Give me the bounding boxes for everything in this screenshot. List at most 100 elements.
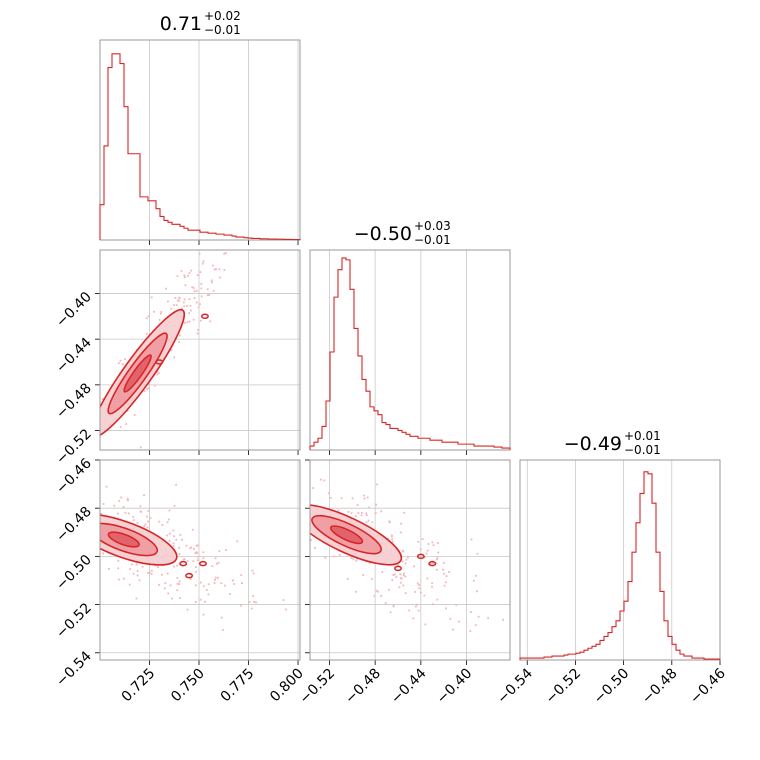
scatter-point bbox=[399, 581, 402, 584]
scatter-point bbox=[186, 559, 189, 562]
panel-frame bbox=[99, 249, 301, 451]
param-title-plus: +0.03 bbox=[414, 219, 451, 233]
scatter-point bbox=[354, 515, 357, 517]
panel-frame bbox=[99, 459, 301, 661]
scatter-point bbox=[194, 552, 197, 555]
x-tick-label: −0.52 bbox=[297, 666, 339, 708]
scatter-point bbox=[178, 580, 181, 583]
scatter-point bbox=[389, 611, 392, 614]
scatter-point bbox=[257, 185, 259, 187]
scatter-point bbox=[263, 173, 265, 175]
scatter-point bbox=[192, 560, 195, 563]
scatter-point bbox=[181, 538, 183, 541]
scatter-point bbox=[400, 577, 402, 580]
x-tick-label: 0.750 bbox=[168, 666, 208, 706]
scatter-point bbox=[166, 572, 169, 575]
scatter-point bbox=[195, 290, 198, 292]
scatter-point bbox=[195, 551, 198, 554]
scatter-point bbox=[431, 582, 434, 584]
scatter-point bbox=[327, 492, 330, 495]
scatter-point bbox=[171, 597, 173, 600]
scatter-point bbox=[175, 304, 178, 307]
scatter-point bbox=[220, 616, 223, 619]
scatter-point bbox=[404, 562, 407, 565]
scatter-point bbox=[100, 512, 103, 515]
scatter-point bbox=[196, 559, 199, 562]
scatter-point bbox=[211, 565, 214, 568]
scatter-point bbox=[199, 319, 202, 322]
scatter-point bbox=[124, 511, 127, 514]
scatter-point bbox=[408, 609, 411, 612]
scatter-point bbox=[192, 287, 195, 289]
scatter-point bbox=[151, 569, 153, 572]
y-tick-label: −0.48 bbox=[53, 380, 95, 422]
scatter-point bbox=[231, 202, 233, 204]
scatter-point bbox=[117, 512, 119, 515]
scatter-point bbox=[184, 276, 186, 278]
scatter-point bbox=[217, 561, 220, 564]
x-tick-label: −0.48 bbox=[639, 666, 681, 708]
panel-content bbox=[307, 478, 505, 633]
scatter-point bbox=[141, 565, 144, 568]
scatter-point bbox=[401, 560, 404, 563]
scatter-point bbox=[167, 300, 169, 303]
scatter-point bbox=[178, 547, 181, 549]
scatter-point bbox=[357, 512, 360, 514]
scatter-point bbox=[218, 268, 221, 271]
scatter-point bbox=[252, 595, 255, 597]
scatter-point bbox=[253, 601, 255, 603]
scatter-point bbox=[160, 312, 162, 315]
scatter-point bbox=[307, 564, 309, 566]
scatter-point bbox=[223, 269, 226, 271]
scatter-point bbox=[356, 504, 359, 507]
scatter-point bbox=[208, 293, 211, 296]
scatter-point bbox=[173, 504, 176, 507]
scatter-point bbox=[210, 243, 212, 245]
scatter-point bbox=[147, 572, 149, 574]
scatter-point bbox=[166, 534, 168, 537]
scatter-point bbox=[200, 283, 203, 285]
scatter-point bbox=[367, 519, 370, 522]
scatter-point bbox=[119, 359, 122, 362]
scatter-point bbox=[178, 296, 181, 299]
scatter-point bbox=[204, 600, 207, 603]
scatter-point bbox=[392, 574, 395, 576]
scatter-point bbox=[284, 608, 287, 611]
scatter-point bbox=[324, 591, 326, 593]
y-tick-label: −0.52 bbox=[53, 600, 95, 642]
scatter-point bbox=[274, 200, 276, 202]
scatter-point bbox=[157, 566, 159, 569]
scatter-point bbox=[338, 553, 341, 556]
scatter-point bbox=[363, 497, 366, 500]
scatter-point bbox=[157, 372, 160, 375]
scatter-point bbox=[476, 590, 478, 593]
scatter-point bbox=[196, 332, 199, 335]
scatter-point bbox=[119, 425, 122, 428]
pair-panel-p0-p1: −0.52−0.48−0.44−0.40 bbox=[53, 173, 301, 468]
scatter-point bbox=[144, 523, 147, 526]
scatter-point bbox=[214, 240, 216, 242]
scatter-point bbox=[164, 582, 167, 584]
scatter-point bbox=[347, 511, 350, 513]
scatter-point bbox=[175, 538, 178, 541]
scatter-point bbox=[176, 564, 178, 567]
scatter-point bbox=[183, 274, 186, 277]
scatter-point bbox=[156, 371, 159, 373]
scatter-point bbox=[310, 539, 312, 541]
scatter-point bbox=[436, 568, 438, 571]
scatter-point bbox=[201, 262, 204, 265]
scatter-point bbox=[186, 321, 189, 324]
histogram-p1 bbox=[309, 257, 511, 450]
scatter-point bbox=[161, 573, 164, 576]
scatter-point bbox=[214, 576, 217, 579]
scatter-point bbox=[149, 517, 152, 520]
scatter-point bbox=[403, 572, 405, 575]
scatter-point bbox=[209, 237, 211, 239]
scatter-point bbox=[374, 512, 377, 514]
x-tick-label: −0.50 bbox=[591, 666, 633, 708]
scatter-point bbox=[178, 583, 181, 585]
scatter-point bbox=[476, 552, 479, 555]
scatter-point bbox=[158, 520, 161, 523]
scatter-point bbox=[105, 485, 108, 488]
scatter-point bbox=[117, 362, 120, 365]
